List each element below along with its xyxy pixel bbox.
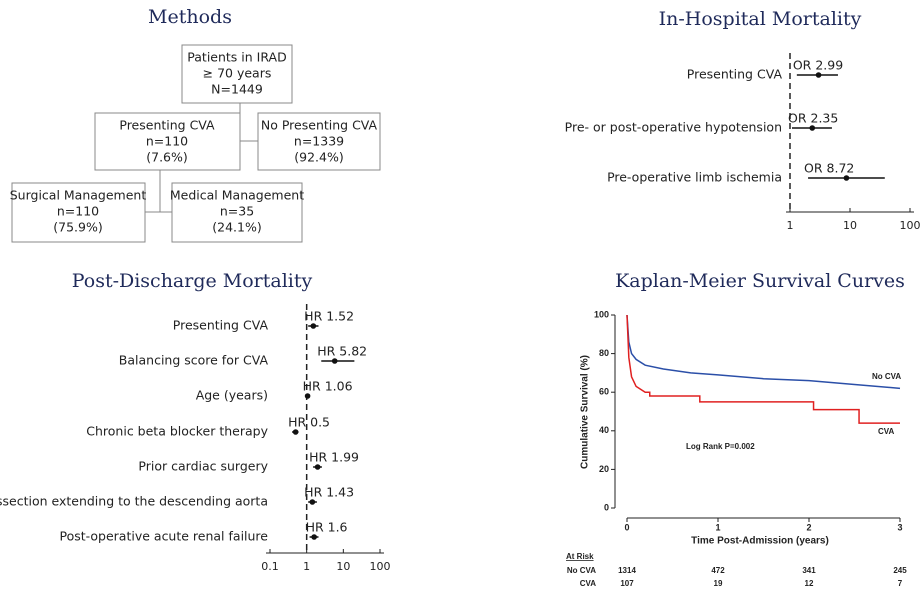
at-risk-row-label: No CVA	[567, 566, 596, 575]
chart-title: In-Hospital Mortality	[659, 8, 862, 30]
section-title: Methods	[148, 6, 232, 28]
y-tick-label: 40	[599, 425, 609, 435]
node-text: (24.1%)	[212, 220, 261, 235]
y-tick-label: 100	[594, 309, 609, 319]
x-tick-label: 1	[787, 219, 794, 232]
row-label: Presenting CVA	[687, 67, 783, 82]
y-tick-label: 60	[599, 387, 609, 397]
value-label: HR 1.43	[304, 485, 354, 500]
at-risk-count: 19	[714, 579, 723, 588]
value-label: HR 1.52	[304, 309, 354, 324]
chart-title: Kaplan-Meier Survival Curves	[615, 270, 905, 292]
survival-curve	[626, 314, 901, 390]
value-label: HR 1.06	[303, 379, 353, 394]
x-tick-label: 0.1	[261, 560, 279, 573]
point	[809, 125, 816, 131]
x-tick-label: 100	[370, 560, 391, 573]
node-text: n=35	[220, 204, 254, 219]
row-label: Chronic beta blocker therapy	[86, 424, 268, 439]
node-text: n=1339	[294, 134, 344, 149]
point	[309, 499, 316, 505]
x-tick-label: 1	[715, 522, 720, 532]
node-text: n=110	[146, 134, 188, 149]
row-label: Pre- or post-operative hypotension	[565, 120, 782, 135]
x-tick-label: 2	[806, 522, 811, 532]
point	[311, 534, 317, 540]
value-label: HR 1.6	[306, 520, 348, 535]
at-risk-count: 1314	[618, 566, 636, 575]
box	[257, 112, 381, 171]
row-label: Age (years)	[196, 388, 268, 403]
node-text: (7.6%)	[146, 150, 188, 165]
value-label: OR 2.35	[788, 111, 838, 126]
node-text: n=110	[57, 204, 99, 219]
point	[292, 429, 299, 435]
flowchart	[11, 44, 381, 243]
y-axis-title: Cumulative Survival (%)	[580, 355, 591, 469]
at-risk-row-label: CVA	[580, 579, 597, 588]
at-risk-count: 245	[893, 566, 907, 575]
value-label: OR 2.99	[793, 58, 843, 73]
annotation: Log Rank P=0.002	[686, 442, 755, 451]
node-text: No Presenting CVA	[261, 118, 378, 133]
point	[310, 323, 317, 329]
x-tick-label: 0	[624, 522, 629, 532]
x-axis-title: Time Post-Admission (years)	[691, 536, 829, 547]
at-risk-title: At Risk	[566, 552, 594, 561]
at-risk-count: 107	[620, 579, 634, 588]
chart-title: Post-Discharge Mortality	[72, 270, 313, 292]
node-text: ≥ 70 years	[203, 66, 272, 81]
row-label: Balancing score for CVA	[119, 353, 269, 368]
x-tick-label: 3	[897, 522, 902, 532]
value-label: OR 8.72	[804, 161, 854, 176]
row-label: Pre-operative limb ischemia	[607, 170, 782, 185]
x-tick-label: 100	[900, 219, 920, 232]
at-risk-count: 12	[805, 579, 814, 588]
at-risk-count: 7	[898, 579, 903, 588]
point	[815, 72, 822, 78]
box	[171, 182, 303, 243]
value-label: HR 5.82	[317, 344, 367, 359]
box	[11, 182, 146, 243]
y-tick-label: 0	[604, 502, 609, 512]
node-text: Surgical Management	[10, 188, 147, 203]
node-text: Patients in IRAD	[187, 50, 286, 65]
row-label: Post-operative acute renal failure	[60, 529, 269, 544]
box	[94, 112, 241, 171]
series-label: No CVA	[872, 372, 901, 381]
row-label: Dissection extending to the descending a…	[0, 494, 268, 509]
point	[304, 393, 311, 399]
node-text: Medical Management	[170, 188, 304, 203]
value-label: HR 0.5	[288, 415, 330, 430]
point	[331, 358, 338, 364]
point	[843, 175, 850, 181]
x-tick-label: 1	[303, 560, 310, 573]
y-tick-label: 20	[599, 464, 609, 474]
series-label: CVA	[878, 427, 895, 436]
survival-curve	[626, 314, 900, 424]
node-text: Presenting CVA	[119, 118, 215, 133]
row-label: Prior cardiac surgery	[138, 459, 268, 474]
point	[314, 464, 321, 470]
row-label: Presenting CVA	[173, 318, 269, 333]
x-tick-label: 10	[843, 219, 857, 232]
at-risk-count: 472	[711, 566, 725, 575]
value-label: HR 1.99	[309, 450, 359, 465]
node-text: (75.9%)	[53, 220, 102, 235]
y-tick-label: 80	[599, 348, 609, 358]
at-risk-count: 341	[802, 566, 816, 575]
x-tick-label: 10	[336, 560, 350, 573]
box	[181, 44, 293, 104]
node-text: N=1449	[211, 82, 263, 97]
node-text: (92.4%)	[294, 150, 343, 165]
